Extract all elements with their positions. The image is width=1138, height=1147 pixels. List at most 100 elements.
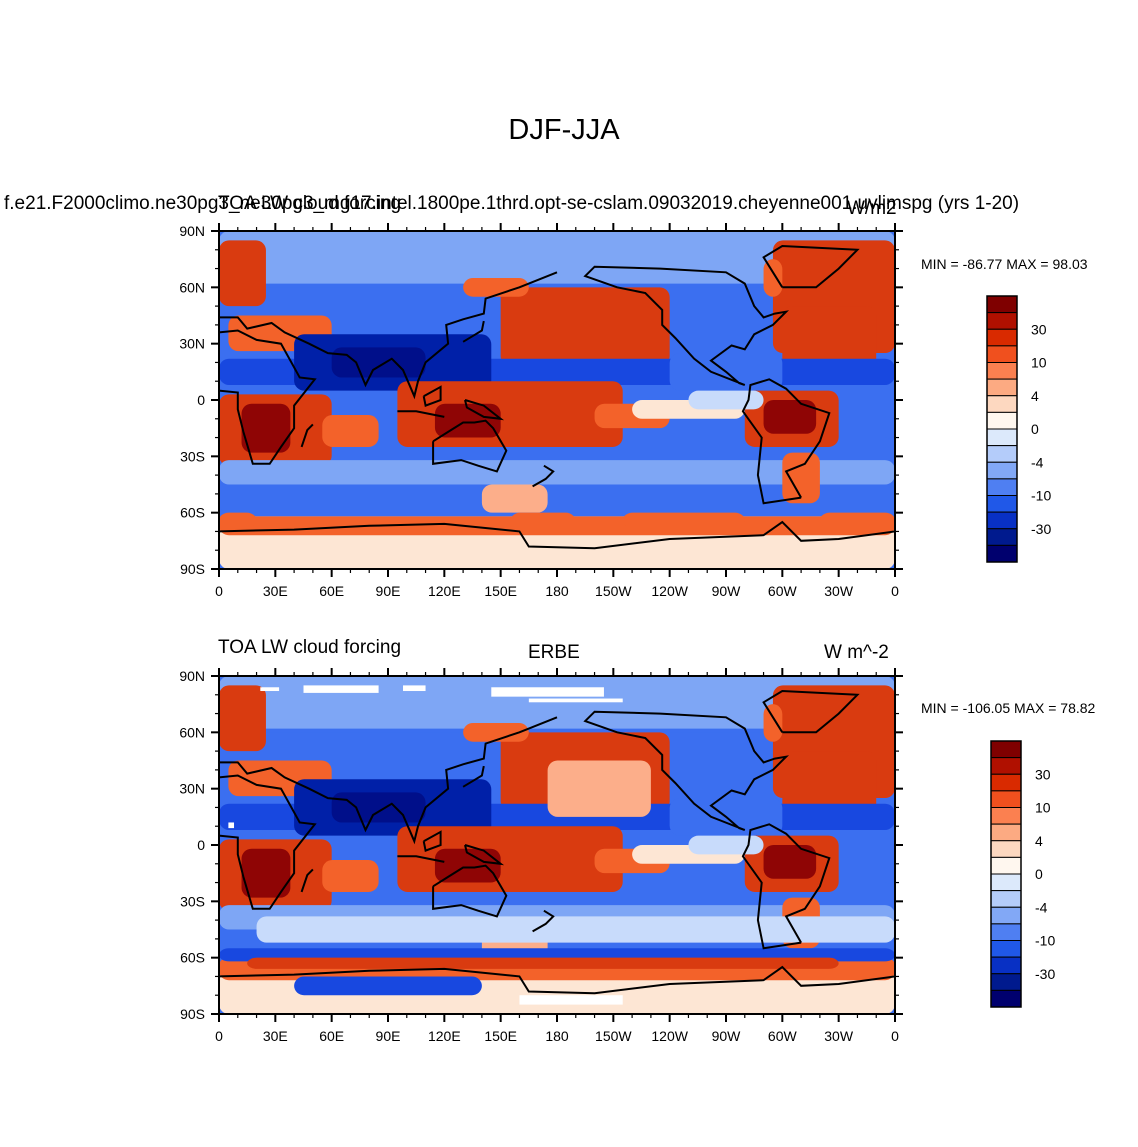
y-tick-label: 30S [180, 893, 205, 909]
y-tick-label: 0 [197, 392, 205, 408]
panel1-title: TOA LW cloud forcing [218, 193, 402, 214]
colorbar-label: 0 [1031, 421, 1039, 437]
field-region-29 [510, 512, 576, 532]
colorbar-label: 30 [1031, 321, 1047, 337]
colorbar-box-1 [990, 757, 1022, 775]
field-region-36 [256, 916, 895, 943]
x-tick-label: 90W [712, 583, 742, 599]
coastline-7 [397, 855, 445, 863]
coastline-10 [462, 765, 485, 788]
panel2-title: TOA LW cloud forcing [218, 637, 402, 658]
x-tick-label: 0 [215, 1028, 223, 1044]
coastline-8 [422, 385, 442, 407]
x-tick-label: 120W [651, 583, 688, 599]
field-region-26 [219, 460, 895, 485]
x-tick-label: 180 [545, 583, 569, 599]
colorbar-box-13 [990, 956, 1022, 975]
coastline-5 [762, 244, 860, 289]
field-region-28 [481, 484, 548, 513]
colorbar-box-0 [986, 295, 1018, 314]
panel2-case-name: ERBE [528, 642, 580, 663]
field-region-14 [331, 792, 426, 823]
y-tick-label: 30N [179, 336, 205, 352]
colorbar-box-0 [990, 740, 1022, 759]
figure-title: DJF-JJA [508, 114, 620, 146]
field-region-7 [763, 259, 783, 297]
x-tick-label: 120W [651, 1028, 688, 1044]
missing-data-patch-0 [260, 687, 280, 692]
panel2-map-field [219, 676, 895, 1014]
colorbar-box-14 [990, 973, 1022, 991]
field-region-4 [219, 231, 895, 284]
colorbar-label: 10 [1031, 355, 1047, 371]
x-tick-label: 150W [595, 1028, 632, 1044]
colorbar-box-4 [986, 362, 1018, 380]
field-region-17 [241, 403, 291, 453]
x-tick-label: 90W [712, 1028, 742, 1044]
missing-data-patch-2 [403, 685, 426, 692]
y-tick-label: 60S [180, 505, 205, 521]
coastline-9 [464, 844, 505, 866]
x-tick-label: 0 [891, 1028, 899, 1044]
colorbar-box-5 [990, 823, 1022, 842]
colorbar-box-15 [986, 544, 1018, 563]
x-tick-label: 0 [891, 583, 899, 599]
colorbar-box-13 [986, 511, 1018, 530]
panel1-colorbar: 30 10 4 0 -4 -10 -30 [986, 295, 1051, 563]
field-region-14 [331, 347, 426, 378]
field-region-35 [294, 976, 482, 996]
coastline-6 [219, 965, 895, 995]
panel1-axes: 0 30E 60E 90E 120E 150E 180 150W 120W 90W 60W 30W 09… [179, 223, 903, 599]
coastline-3 [741, 823, 831, 950]
field-region-18 [322, 860, 379, 892]
coastline-11 [532, 909, 555, 933]
panel1-coastlines [219, 244, 895, 550]
colorbar-box-2 [986, 328, 1018, 347]
panel1-map-field [219, 231, 895, 569]
colorbar-label: 4 [1031, 388, 1039, 404]
colorbar-box-3 [986, 345, 1018, 363]
field-region-10 [463, 277, 529, 297]
colorbar-box-11 [990, 923, 1022, 941]
coastline-6 [219, 520, 895, 550]
coastline-5 [762, 689, 860, 734]
x-tick-label: 150W [595, 583, 632, 599]
missing-data-patch-5 [228, 822, 235, 829]
field-region-7 [763, 704, 783, 742]
coastline-11 [532, 464, 555, 488]
coastline-0 [219, 329, 317, 465]
coastline-12 [300, 868, 314, 893]
colorbar-box-3 [990, 790, 1022, 808]
coastline-4 [583, 710, 790, 831]
y-tick-label: 90S [180, 561, 205, 577]
coastline-8 [422, 830, 442, 852]
panel2-coastlines [219, 689, 895, 995]
colorbar-box-12 [986, 495, 1018, 513]
y-tick-label: 60N [179, 279, 205, 295]
field-region-18 [322, 415, 379, 447]
colorbar-frame [986, 295, 1018, 563]
colorbar-label: -10 [1031, 488, 1051, 504]
y-tick-label: 0 [197, 837, 205, 853]
panel1-units: W/m2 [847, 198, 897, 219]
missing-data-patch-1 [303, 685, 379, 693]
coastline-2 [432, 864, 508, 918]
y-tick-label: 60N [179, 724, 205, 740]
colorbar-box-1 [986, 312, 1018, 330]
missing-data-patch-antarctic [519, 995, 623, 1005]
colorbar-box-8 [986, 428, 1018, 447]
x-tick-label: 30E [263, 1028, 288, 1044]
coastline-2 [432, 419, 508, 473]
y-tick-label: 90S [180, 1006, 205, 1022]
x-tick-label: 180 [545, 1028, 569, 1044]
colorbar-box-5 [986, 378, 1018, 397]
coastline-4 [583, 265, 790, 386]
field-region-5 [219, 240, 266, 307]
field-region-24 [763, 400, 817, 434]
missing-data-patch-3 [491, 687, 604, 697]
colorbar-box-9 [986, 445, 1018, 463]
coastline-3 [741, 378, 831, 505]
colorbar-frame [990, 740, 1022, 1008]
y-tick-label: 30N [179, 781, 205, 797]
colorbar-box-8 [990, 873, 1022, 892]
